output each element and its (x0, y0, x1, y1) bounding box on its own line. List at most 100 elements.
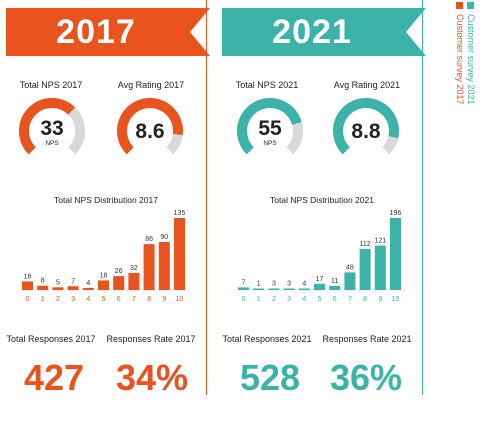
avg-rating-label: Avg Rating 2021 (333, 80, 401, 90)
x-tick-2: 2 (56, 296, 60, 303)
avg-rating-label: Avg Rating 2017 (117, 80, 185, 90)
avg-rating-gauge: 8.8 (330, 95, 402, 167)
data-label-7: 48 (346, 264, 354, 271)
data-label-4: 4 (302, 281, 306, 288)
bar-2 (52, 287, 64, 290)
panel-2021: 2021 Total NPS 2021 55 NPS Avg Rating 20… (222, 0, 426, 398)
year-banner: 2017 (6, 8, 210, 56)
total-nps-gauge: 33 NPS (16, 95, 88, 167)
data-label-2: 5 (56, 279, 60, 286)
data-label-7: 32 (130, 265, 138, 272)
avg-rating-gauge-ring (117, 98, 183, 155)
legend-swatch-2017 (456, 2, 463, 9)
year-title: 2021 (272, 13, 352, 51)
nps-unit-label: NPS (45, 140, 59, 147)
data-label-0: 7 (242, 279, 246, 286)
x-tick-7: 7 (348, 296, 352, 303)
x-tick-2: 2 (272, 296, 276, 303)
total-nps-label: Total NPS 2021 (235, 80, 299, 90)
x-tick-5: 5 (102, 296, 106, 303)
bar-0 (238, 287, 249, 290)
bar-8 (143, 244, 155, 290)
nps-unit-label: NPS (263, 140, 277, 147)
responses-rate-label: Responses Rate 2021 (322, 334, 412, 344)
x-tick-3: 3 (287, 296, 291, 303)
data-label-5: 18 (100, 272, 108, 279)
year-banner: 2021 (222, 8, 426, 56)
data-label-5: 17 (316, 276, 324, 283)
x-tick-4: 4 (86, 296, 90, 303)
responses-rate-value: 36% (330, 357, 403, 398)
x-tick-3: 3 (71, 296, 75, 303)
x-tick-9: 9 (162, 296, 166, 303)
total-nps-value: 33 (40, 117, 64, 140)
bar-4 (298, 288, 310, 290)
x-tick-0: 0 (26, 296, 30, 303)
bar-8 (359, 248, 371, 290)
total-responses-label: Total Responses 2021 (222, 334, 312, 344)
x-tick-9: 9 (378, 296, 382, 303)
data-label-10: 196 (390, 210, 402, 217)
x-tick-6: 6 (333, 296, 337, 303)
data-label-6: 11 (331, 278, 338, 285)
legend-item-2017: Customer survey 2017 (455, 2, 468, 112)
responses-rate-value: 34% (116, 357, 189, 398)
panel-2017: 2017 Total NPS 2017 33 NPS Avg Rating 20… (6, 0, 210, 398)
legend-item-2021: Customer survey 2021 (466, 2, 479, 112)
data-label-8: 86 (145, 236, 153, 243)
avg-rating-value: 8.8 (351, 120, 381, 143)
total-nps-gauge-ring (19, 98, 85, 155)
avg-rating-value: 8.6 (135, 120, 165, 143)
bar-10 (174, 218, 185, 290)
data-label-9: 90 (160, 234, 168, 241)
data-label-4: 4 (86, 280, 90, 287)
nps-distribution-title: Total NPS Distribution 2017 (54, 195, 158, 205)
data-label-0: 16 (24, 273, 32, 280)
gauge-fill (19, 98, 76, 155)
x-tick-6: 6 (117, 296, 121, 303)
bar-1 (37, 285, 49, 290)
bar-7 (128, 272, 140, 290)
x-tick-8: 8 (363, 296, 367, 303)
data-label-6: 26 (115, 268, 123, 275)
nps-distribution-chart: 16 0 8 1 5 2 7 3 4 4 18 5 26 6 32 7 86 8 90 9 135 10 (19, 210, 190, 303)
bar-6 (113, 276, 125, 290)
x-tick-10: 10 (392, 296, 400, 303)
total-responses-value: 528 (240, 357, 301, 398)
bar-5 (98, 280, 109, 290)
legend-label-2021: Customer survey 2021 (466, 14, 476, 105)
total-nps-value: 55 (258, 117, 282, 140)
data-label-1: 8 (41, 278, 45, 285)
bar-5 (314, 283, 325, 290)
banner-flag-shape (6, 8, 210, 56)
x-tick-4: 4 (302, 296, 306, 303)
data-label-2: 3 (272, 281, 276, 288)
legend-label-2017: Customer survey 2017 (455, 14, 465, 105)
year-title: 2017 (56, 13, 136, 51)
bar-9 (158, 242, 170, 290)
bar-1 (253, 288, 265, 290)
total-nps-gauge-ring (237, 98, 303, 155)
x-tick-8: 8 (147, 296, 151, 303)
gauge-fill (333, 98, 399, 155)
x-tick-10: 10 (176, 296, 184, 303)
gauge-fill (117, 98, 183, 155)
legend-swatch-2021 (467, 2, 474, 9)
data-label-9: 121 (374, 238, 386, 245)
data-label-3: 7 (71, 278, 75, 285)
nps-distribution-title: Total NPS Distribution 2021 (270, 195, 374, 205)
bar-3 (283, 288, 295, 290)
data-label-1: 1 (257, 281, 261, 288)
total-nps-label: Total NPS 2017 (19, 80, 83, 90)
x-tick-5: 5 (318, 296, 322, 303)
x-tick-7: 7 (132, 296, 136, 303)
banner-flag-shape (222, 8, 426, 56)
total-responses-value: 427 (24, 357, 85, 398)
bar-9 (374, 245, 386, 290)
data-label-3: 3 (287, 281, 291, 288)
avg-rating-gauge-ring (333, 98, 399, 155)
data-label-8: 112 (360, 241, 371, 248)
bar-3 (67, 286, 79, 290)
bar-6 (329, 285, 341, 290)
